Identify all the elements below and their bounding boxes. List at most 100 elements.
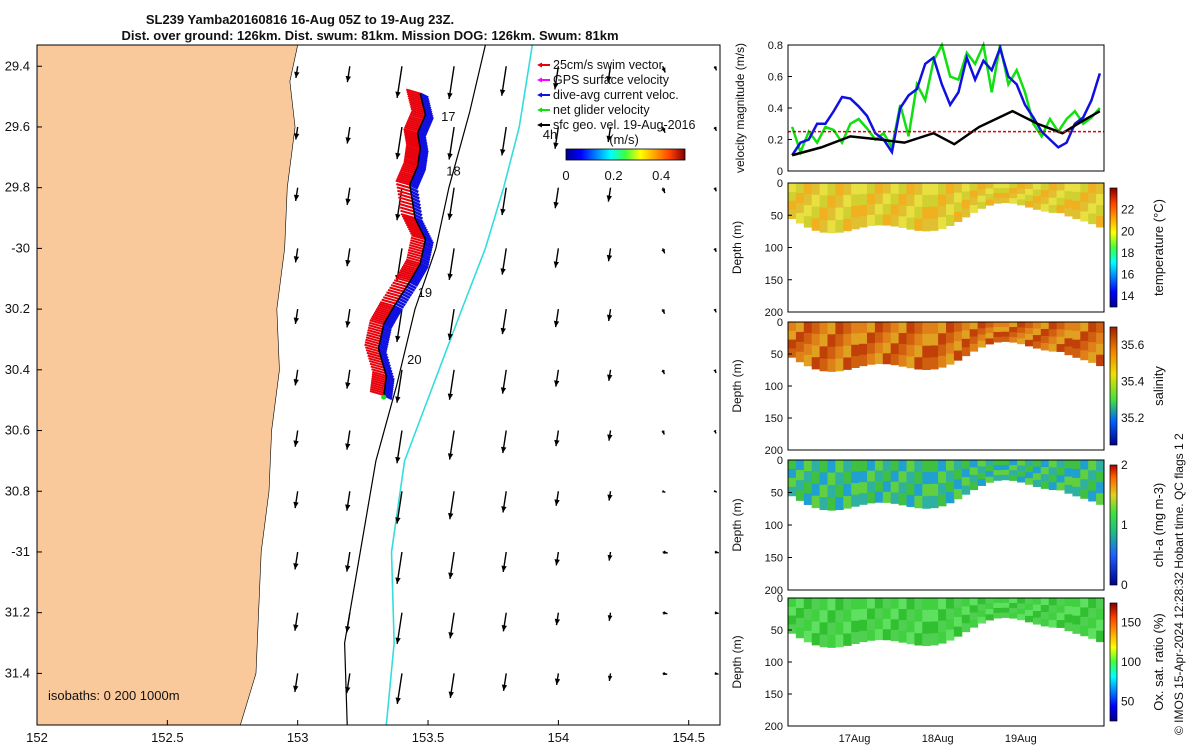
geo-velocity-arrow [500, 126, 507, 156]
dive-avg-vector [384, 321, 394, 328]
oxygen-cell [906, 632, 915, 645]
salinity-cell [819, 358, 828, 372]
swim-vector [371, 379, 386, 386]
dive-avg-vector [395, 302, 405, 309]
dive-avg-vector [417, 163, 427, 170]
temperature-cell [961, 183, 971, 192]
geo-velocity-arrow [345, 66, 351, 83]
oxygen-cell [1072, 606, 1081, 617]
chlorophyll-cell [867, 481, 876, 493]
swim-vector [397, 176, 412, 182]
geo-velocity-arrow-head [500, 268, 506, 275]
salinity-y-tick-label: 100 [765, 381, 783, 393]
swim-vector [366, 331, 382, 338]
oxygen-cell [1009, 603, 1018, 609]
dive-avg-vector [410, 193, 420, 200]
geo-velocity-arrow-head [554, 380, 560, 387]
swim-vector [408, 115, 424, 122]
geo-velocity-arrow-head [661, 430, 665, 435]
temperature-cell [795, 183, 805, 194]
oxygen-y-tick-label: 100 [765, 657, 783, 669]
geo-velocity-arrow-head [553, 83, 559, 90]
oxygen-cell [1017, 598, 1026, 604]
oxygen-cell [819, 622, 828, 636]
salinity-cell [1048, 336, 1058, 345]
temperature-cell [961, 199, 971, 209]
temperature-cell [1080, 211, 1089, 222]
chlorophyll-cell [1048, 482, 1058, 491]
oxygen-cell [788, 598, 797, 608]
swim-vector [405, 223, 421, 230]
temperature-cell [922, 194, 931, 208]
dive-avg-vector [423, 245, 433, 252]
geo-velocity-arrow [448, 491, 455, 520]
geo-velocity-arrow-head [500, 149, 506, 156]
map-x-tick-label: 154.5 [672, 730, 705, 745]
temperature-cell [930, 206, 939, 219]
salinity-cell [985, 322, 994, 328]
dive-avg-vector [417, 159, 427, 167]
geo-velocity-arrow-head [501, 625, 507, 632]
temperature-cell [882, 204, 892, 216]
oxygen-cell [1048, 598, 1058, 606]
swim-vector [409, 230, 424, 236]
swim-vector [399, 203, 414, 209]
salinity-cell [1096, 332, 1105, 345]
temperature-cell [827, 195, 836, 209]
dive-avg-vector [421, 252, 431, 259]
geo-velocity-arrow [607, 369, 613, 381]
salinity-cell [1009, 332, 1018, 338]
swim-vector [404, 135, 420, 142]
chlorophyll-cell [906, 494, 915, 507]
temperature-cell [859, 183, 868, 195]
oxygen-y-tick-label: 50 [771, 625, 783, 637]
temperature-cell [930, 194, 939, 208]
salinity-colorbar [1109, 326, 1118, 446]
oxygen-cell [985, 614, 994, 621]
swim-vector [399, 170, 414, 177]
salinity-cell [993, 332, 1002, 338]
salinity-cell [1064, 346, 1073, 356]
salinity-colorbar-tick: 35.6 [1121, 338, 1145, 352]
oxygen-cell [867, 619, 876, 631]
oxygen-cell [835, 610, 844, 623]
oxygen-cell [827, 622, 836, 636]
salinity-cell [1096, 322, 1105, 334]
geo-velocity-arrow-head [500, 387, 507, 394]
isobath-200m [344, 45, 486, 725]
salinity-cell [1088, 342, 1097, 353]
legend-label: GPS surface velocity [553, 73, 670, 87]
dive-avg-vector [378, 350, 388, 357]
velocity-y-tick-label: 0.8 [768, 40, 783, 52]
dive-avg-vector [416, 267, 426, 275]
map-y-tick-label: 31.4 [5, 665, 30, 680]
chlorophyll-cell [1001, 469, 1010, 476]
temperature-cell [914, 183, 923, 196]
chlorophyll-cell [803, 482, 813, 494]
temperature-cell [914, 194, 923, 208]
temperature-cell [1009, 193, 1018, 199]
chlorophyll-cell [867, 492, 876, 504]
oxygen-cell [1001, 612, 1010, 618]
temperature-cell [953, 202, 963, 213]
salinity-cell [1096, 354, 1105, 367]
oxygen-cell [953, 617, 963, 628]
geo-velocity-arrow-head [661, 127, 666, 133]
oxygen-cell [890, 619, 900, 631]
oxygen-cell [1056, 620, 1065, 628]
temperature-cell [1096, 193, 1105, 206]
swim-vector [389, 286, 404, 293]
salinity-cell [803, 332, 813, 345]
chlorophyll-cell [914, 471, 923, 485]
geo-velocity-arrow-head [294, 71, 300, 78]
chlorophyll-cell [938, 494, 947, 507]
geo-velocity-arrow [345, 430, 351, 450]
chlorophyll-cell [922, 460, 931, 473]
swim-vector [376, 306, 392, 313]
salinity-cell [788, 322, 797, 332]
chlorophyll-colorbar-tick: 1 [1121, 518, 1128, 532]
colorbar [565, 148, 686, 161]
chlorophyll-cell [1032, 473, 1042, 481]
geo-velocity-arrow [606, 66, 612, 83]
track-label: 4h [543, 127, 557, 142]
